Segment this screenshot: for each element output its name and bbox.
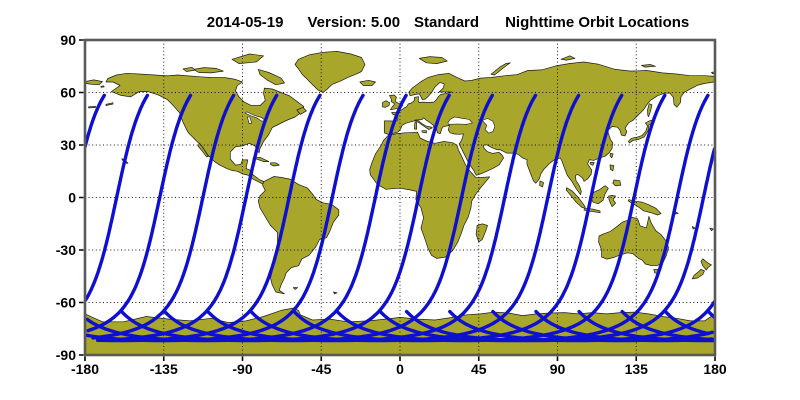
land-south-georgia [333, 291, 338, 295]
x-tick-label: 90 [550, 361, 566, 377]
land-new-siberian-islands [641, 64, 656, 68]
x-tick-label: 45 [471, 361, 487, 377]
land-st-lawrence-island [100, 85, 105, 88]
land-hawaii-oahu [121, 158, 124, 161]
x-tick-label: 135 [625, 361, 649, 377]
orbit-track [95, 93, 716, 343]
x-tick-label: -45 [311, 361, 331, 377]
x-tick-label: -180 [71, 361, 99, 377]
orbit-track [84, 93, 710, 343]
y-tick-label: 30 [60, 137, 76, 153]
land-sulawesi [608, 195, 616, 207]
land-south-america [257, 176, 340, 295]
y-tick-label: -30 [56, 242, 76, 258]
orbit-track [335, 93, 667, 343]
land-italy [414, 119, 433, 130]
land-hispaniola [270, 162, 280, 167]
plot-title: 2014-05-19 Version: 5.00 Standard Nighttime… [96, 14, 800, 31]
land-sicily [421, 130, 427, 134]
land-baja-california [197, 142, 209, 158]
land-sri-lanka [539, 180, 544, 188]
land-luzon [609, 164, 615, 172]
land-banks-island [182, 66, 196, 72]
land-iceland [359, 79, 376, 86]
title-mode: Standard [414, 14, 480, 31]
x-tick-label: -90 [232, 361, 252, 377]
tick-marks [79, 39, 716, 361]
gridlines [85, 40, 715, 355]
land-vanuatu [691, 226, 696, 230]
land-novaya-zemlya [490, 62, 511, 76]
lake-caspian-sea [481, 118, 496, 134]
land-sakhalin [647, 103, 653, 118]
x-tick-label: 0 [396, 361, 404, 377]
orbit-track [378, 93, 710, 343]
land-new-zealand-north [700, 258, 712, 271]
y-tick-label: 60 [60, 85, 76, 101]
land-africa [369, 131, 491, 259]
lake-black-sea [447, 116, 473, 125]
title-name: Nighttime Orbit Locations [505, 14, 690, 31]
land-aleutians-west [88, 105, 96, 109]
land-falkland-islands [292, 287, 298, 290]
y-tick-label: 0 [68, 190, 76, 206]
land-aleutians-east [105, 102, 114, 106]
land-sumatra [565, 187, 586, 209]
x-tick-label: 180 [703, 361, 727, 377]
land-greenland [294, 51, 366, 93]
y-tick-label: -90 [56, 347, 76, 363]
lake-lake-michigan [247, 116, 252, 125]
land-victoria-island [193, 67, 224, 74]
land-newfoundland [296, 107, 307, 115]
land-eurasia [383, 61, 716, 196]
orbit-track [292, 93, 624, 343]
land-sardinia-corsica [414, 121, 417, 130]
orbit-tracks [84, 93, 716, 343]
y-tick-label: -60 [56, 295, 76, 311]
title-version: Version: 5.00 [307, 14, 401, 31]
land-severnaya-zemlya [560, 55, 576, 61]
land-hawaii-big-island [125, 160, 129, 164]
land-hainan [589, 161, 595, 166]
land-borneo [590, 185, 609, 205]
land-ireland [382, 100, 390, 108]
land-taiwan [609, 153, 614, 159]
x-tick-label: -135 [150, 361, 178, 377]
plot-frame [83, 38, 717, 357]
land-madagascar [475, 223, 488, 243]
land-north-america [105, 72, 305, 185]
land-ellesmere-island [231, 53, 264, 64]
y-tick-label: 90 [60, 32, 76, 48]
axis-labels: -180 -135 -90 -45 0 45 90 135 180 90 60 30 0 -30 -60 -9… [56, 32, 727, 377]
land-fiji [709, 227, 714, 232]
land-baffin-island [257, 69, 285, 86]
land-mindanao [612, 179, 622, 187]
land-svalbard [418, 56, 448, 64]
land-new-zealand-south [691, 268, 705, 280]
graticule [85, 40, 715, 355]
title-date: 2014-05-19 [206, 14, 284, 31]
